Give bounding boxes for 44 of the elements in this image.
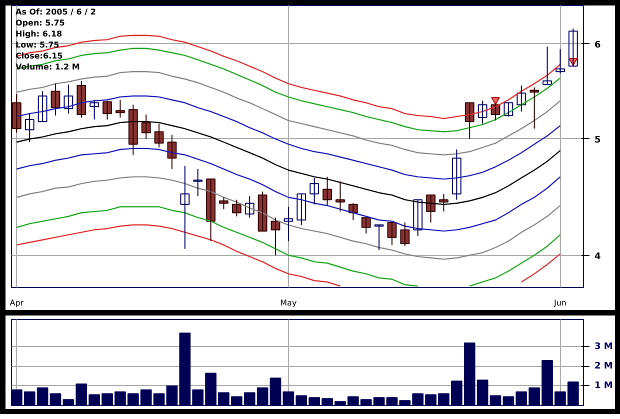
- line-series: [16, 176, 561, 260]
- annotation: Low: 5.75: [16, 40, 60, 50]
- line-series: [16, 71, 561, 156]
- bar: [270, 378, 282, 406]
- candlestick: [180, 165, 190, 250]
- candlestick: [116, 99, 125, 118]
- candlestick: [556, 48, 565, 74]
- annotation: High: 6.18: [16, 30, 63, 38]
- line-series: [16, 48, 561, 132]
- candlestick: [284, 206, 294, 242]
- candlestick: [193, 168, 203, 197]
- candlestick: [452, 149, 462, 200]
- y-tick-label: 3 M: [594, 342, 613, 352]
- candlestick: [504, 102, 514, 118]
- candlestick: [336, 180, 345, 212]
- bar: [50, 393, 62, 406]
- candlestick: [296, 193, 306, 226]
- x-tick-label: Jun: [552, 298, 566, 308]
- y-tick-label: 1 M: [594, 380, 613, 391]
- candlestick: [516, 85, 526, 112]
- y-tick-label: 6: [594, 40, 601, 50]
- candlestick: [232, 199, 242, 217]
- candlestick: [38, 90, 48, 122]
- candlestick: [244, 196, 254, 218]
- candlestick: [478, 100, 488, 124]
- candlestick: [141, 114, 151, 140]
- x-tick-label: May: [280, 298, 297, 308]
- candlestick: [24, 113, 34, 143]
- candlestick: [413, 199, 423, 237]
- candlestick: [310, 177, 320, 205]
- candlestick: [374, 224, 384, 251]
- bar: [490, 395, 502, 406]
- candlestick: [542, 46, 552, 86]
- x-tick-label: Apr: [10, 298, 24, 308]
- y-tick-label: 4: [594, 252, 601, 262]
- candlestick: [439, 193, 448, 212]
- y-tick-label: 2 M: [594, 361, 613, 372]
- candlestick: [90, 99, 100, 120]
- annotation: As Of: 2005 / 6 / 2: [16, 8, 96, 16]
- candlestick: [64, 84, 74, 114]
- y-tick-label: 5: [594, 135, 601, 146]
- annotation: Open: 5.75: [16, 18, 66, 28]
- annotation: Close:6.15: [16, 52, 64, 60]
- candlestick: [361, 217, 371, 234]
